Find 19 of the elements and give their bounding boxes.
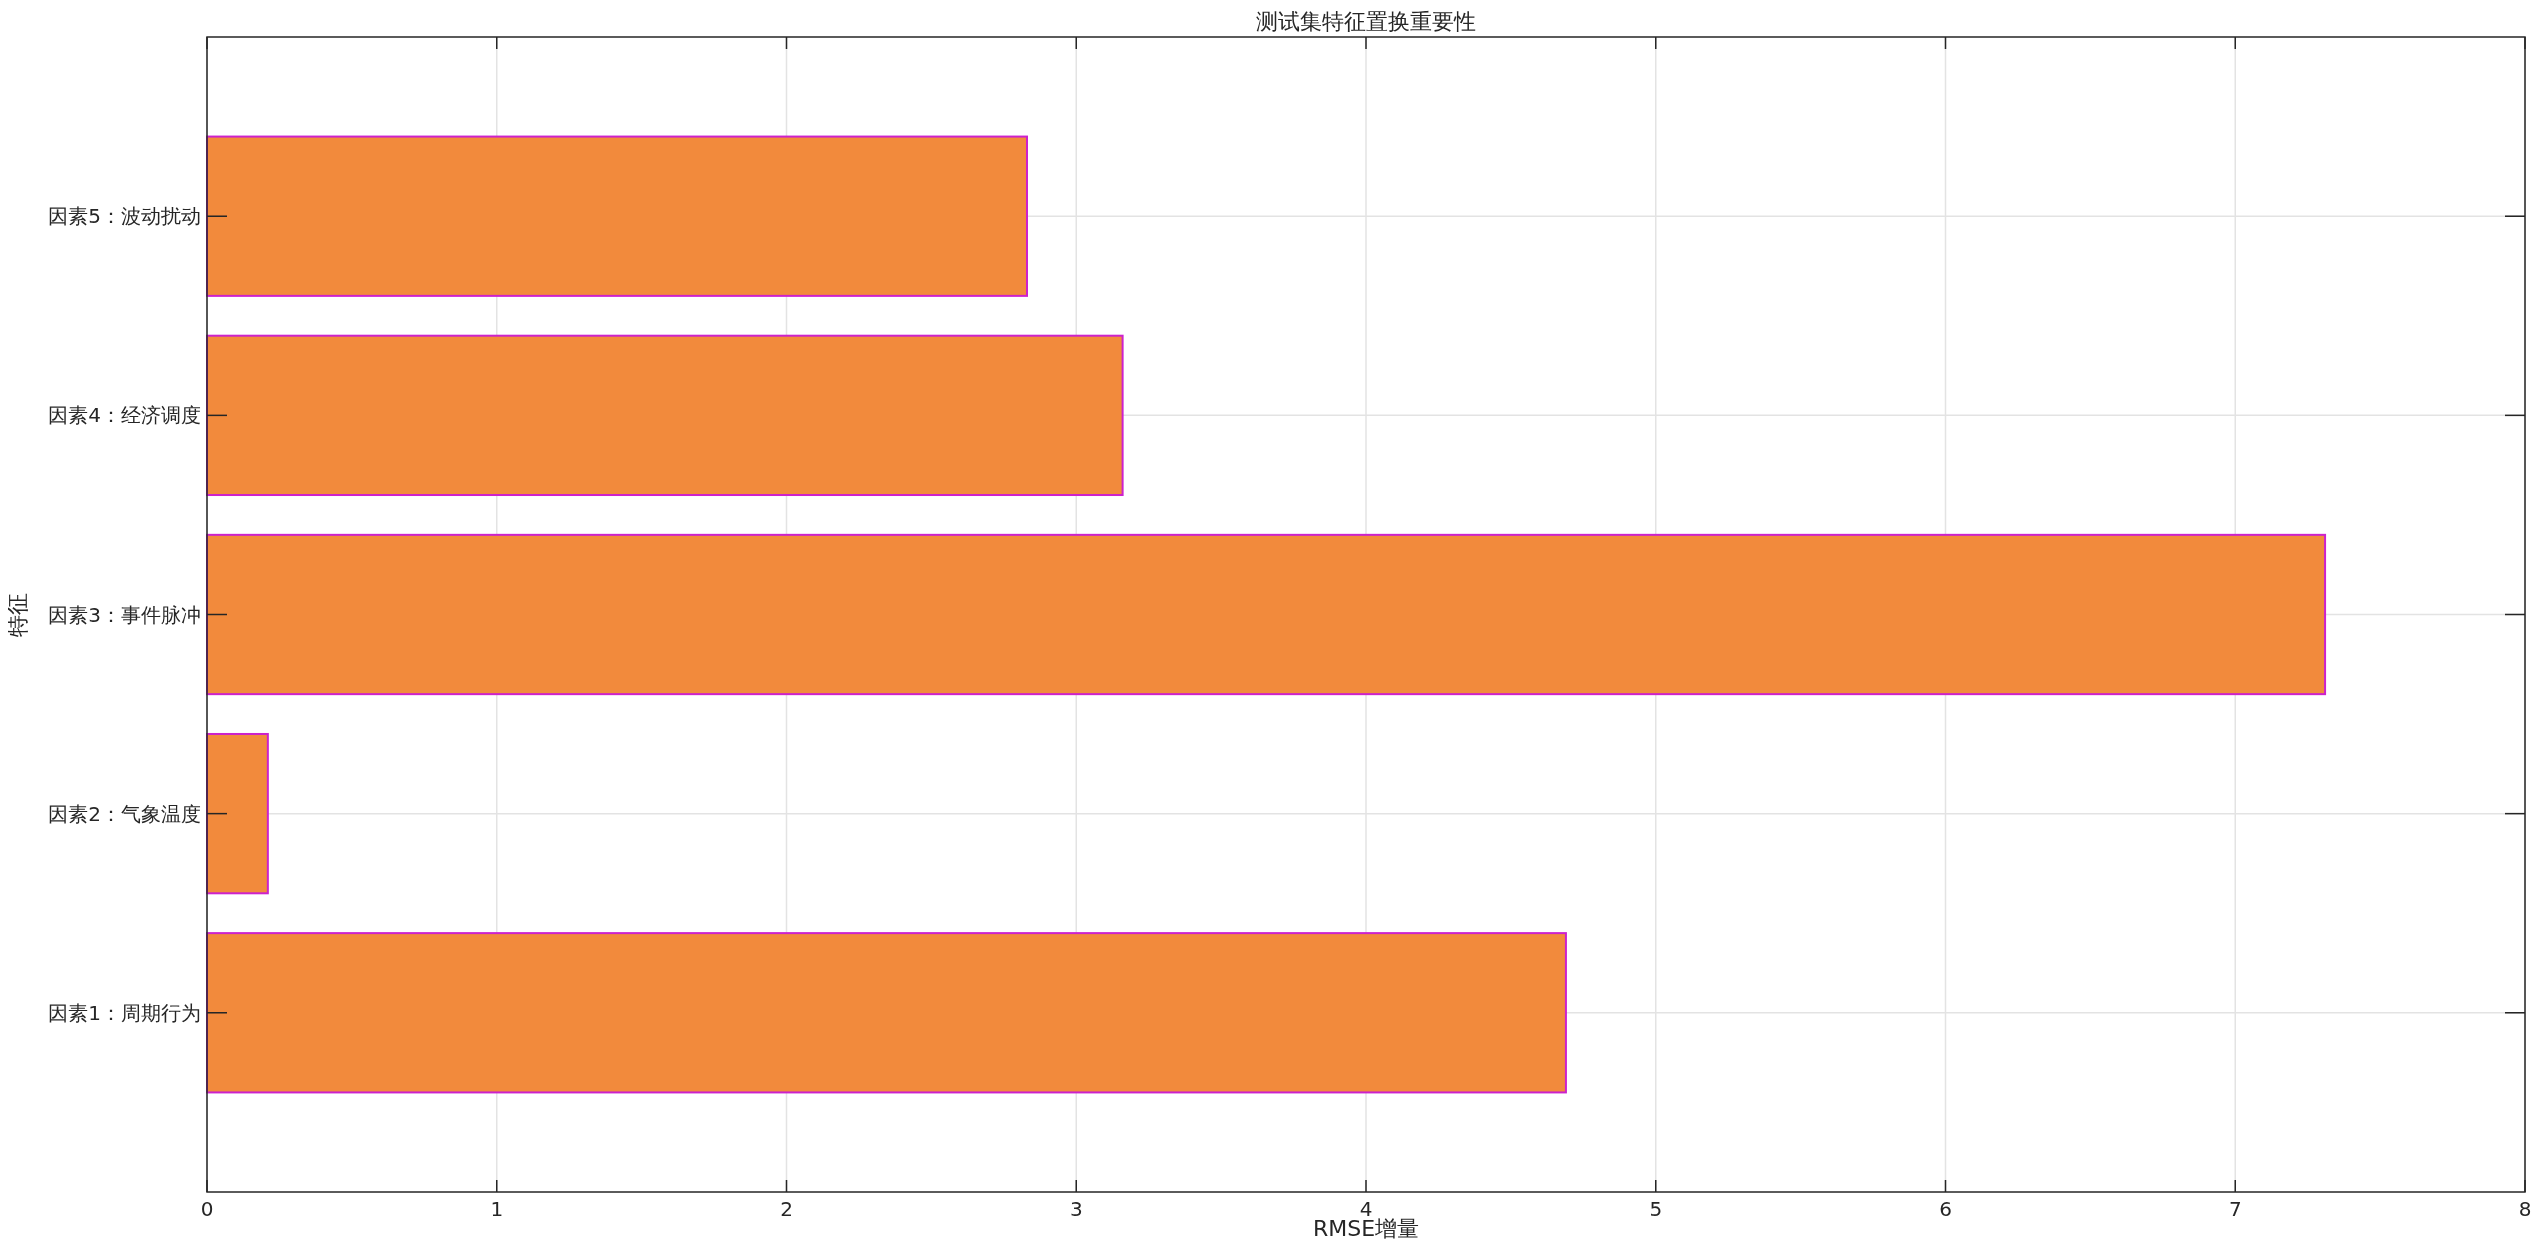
y-tick-label: 因素4：经济调度 (48, 403, 201, 428)
chart-title: 测试集特征置换重要性 (1256, 9, 1476, 34)
x-tick-label: 8 (2518, 1197, 2532, 1221)
y-tick-label: 因素1：周期行为 (48, 1000, 201, 1025)
bar (206, 732, 269, 895)
bar (206, 135, 1028, 297)
x-tick-label: 7 (2228, 1197, 2242, 1221)
x-tick-label: 5 (1649, 1197, 1663, 1221)
x-tick-label: 3 (1069, 1197, 1083, 1221)
bar (206, 932, 1567, 1094)
bar (206, 533, 2327, 696)
x-tick-label: 2 (780, 1197, 793, 1221)
y-tick-label: 因素5：波动扰动 (48, 204, 201, 229)
x-tick-label: 0 (200, 1197, 214, 1221)
y-tick-label: 因素2：气象温度 (48, 801, 201, 826)
x-tick-label: 1 (490, 1197, 504, 1221)
x-tick-label: 6 (1939, 1197, 1952, 1221)
bar (206, 334, 1124, 497)
y-tick-label: 因素3：事件脉冲 (48, 602, 201, 627)
